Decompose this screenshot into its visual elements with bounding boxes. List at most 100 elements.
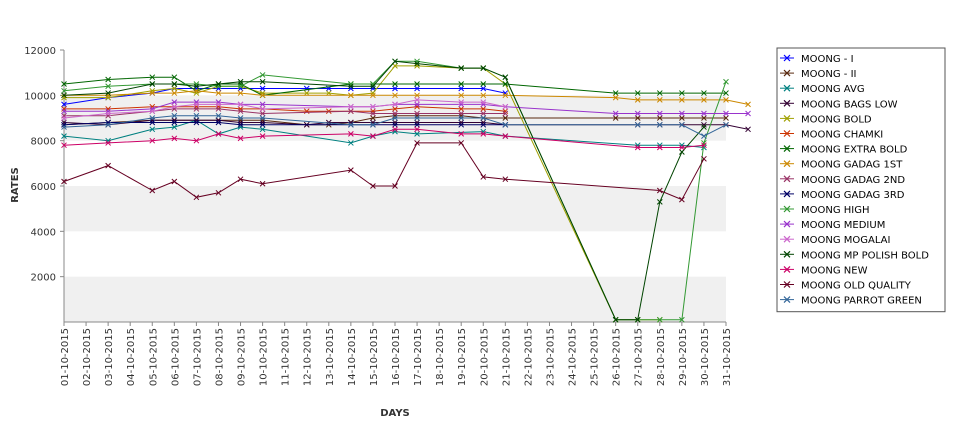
data-point	[679, 144, 685, 151]
x-tick-label: 02-10-2015	[82, 328, 93, 386]
x-tick-label: 17-10-2015	[413, 328, 424, 386]
data-point	[193, 112, 200, 119]
data-point	[701, 124, 707, 130]
legend-label: MOONG OLD QUALITY	[801, 281, 912, 292]
y-tick-label: 10000	[24, 91, 56, 102]
data-point	[679, 316, 685, 323]
data-point	[171, 81, 178, 87]
data-point	[723, 110, 729, 117]
data-point	[61, 121, 67, 128]
data-point	[215, 81, 222, 87]
data-point	[392, 85, 398, 92]
legend-label: MOONG MP POLISH BOLD	[801, 250, 929, 261]
data-point	[502, 81, 509, 87]
data-point	[237, 108, 244, 115]
data-point	[656, 316, 663, 323]
data-point	[61, 124, 67, 130]
data-point	[215, 90, 222, 96]
data-point	[701, 110, 707, 117]
data-point	[193, 117, 200, 124]
data-point	[149, 90, 156, 96]
data-point	[171, 103, 178, 110]
data-point	[237, 121, 244, 128]
data-point	[325, 119, 332, 126]
data-point	[193, 99, 200, 105]
data-point	[105, 83, 111, 90]
data-point	[414, 119, 420, 126]
data-point	[480, 99, 487, 105]
data-point	[259, 72, 266, 78]
data-point	[370, 81, 376, 87]
data-point	[414, 101, 420, 108]
legend-label: MOONG BOLD	[801, 114, 872, 125]
legend-label: MOONG GADAG 2ND	[801, 175, 905, 186]
x-tick-label: 27-10-2015	[634, 328, 645, 386]
data-point	[458, 112, 465, 119]
data-point	[392, 121, 398, 128]
data-point	[105, 121, 111, 128]
data-point	[61, 178, 67, 185]
data-point	[634, 110, 641, 117]
data-point	[193, 119, 200, 126]
data-point	[701, 133, 707, 139]
data-point	[215, 131, 222, 137]
data-point	[149, 81, 156, 87]
series-15	[61, 140, 707, 203]
data-point	[149, 126, 156, 133]
data-point	[61, 119, 67, 126]
data-point	[679, 90, 685, 96]
data-point	[656, 115, 663, 121]
data-point	[480, 174, 487, 180]
data-point	[259, 119, 266, 126]
data-point	[215, 106, 222, 112]
series-line	[63, 142, 705, 201]
data-point	[61, 94, 67, 101]
data-point	[656, 142, 663, 149]
data-point	[370, 83, 376, 90]
data-point	[414, 60, 420, 67]
data-point	[392, 58, 398, 65]
data-point	[502, 108, 509, 115]
data-point	[458, 81, 465, 87]
data-point	[656, 90, 663, 96]
data-point	[303, 90, 310, 96]
data-point	[656, 187, 663, 194]
data-point	[370, 115, 376, 121]
data-point	[348, 140, 354, 146]
data-point	[259, 101, 266, 108]
data-point	[370, 92, 376, 99]
data-point	[458, 140, 465, 146]
data-point	[458, 101, 465, 108]
legend-label: MOONG HIGH	[801, 205, 870, 216]
data-point	[502, 90, 509, 96]
data-point	[237, 83, 244, 90]
legend: MOONG - I MOONG - II MOONG AVG MOONG BAGS L…	[776, 47, 946, 313]
data-point	[61, 81, 67, 87]
data-point	[414, 140, 420, 146]
data-point	[701, 121, 707, 128]
data-point	[105, 76, 111, 83]
data-point	[656, 121, 663, 128]
data-point	[701, 140, 707, 146]
data-point	[392, 63, 398, 69]
data-point	[193, 83, 200, 90]
data-point	[171, 99, 178, 105]
x-tick-label: 18-10-2015	[435, 328, 446, 386]
data-point	[237, 115, 244, 121]
data-point	[105, 90, 111, 96]
data-point	[61, 115, 67, 121]
plot-band	[64, 276, 726, 322]
data-point	[105, 110, 111, 117]
data-point	[701, 90, 707, 96]
legend-box	[776, 47, 946, 313]
x-tick-label: 03-10-2015	[104, 328, 115, 386]
series-13	[61, 58, 707, 323]
data-point	[392, 119, 398, 126]
data-point	[171, 178, 178, 185]
x-tick-label: 15-10-2015	[369, 328, 380, 386]
data-point	[149, 108, 156, 115]
data-point	[480, 106, 487, 112]
data-point	[370, 110, 376, 117]
data-point	[458, 110, 465, 117]
